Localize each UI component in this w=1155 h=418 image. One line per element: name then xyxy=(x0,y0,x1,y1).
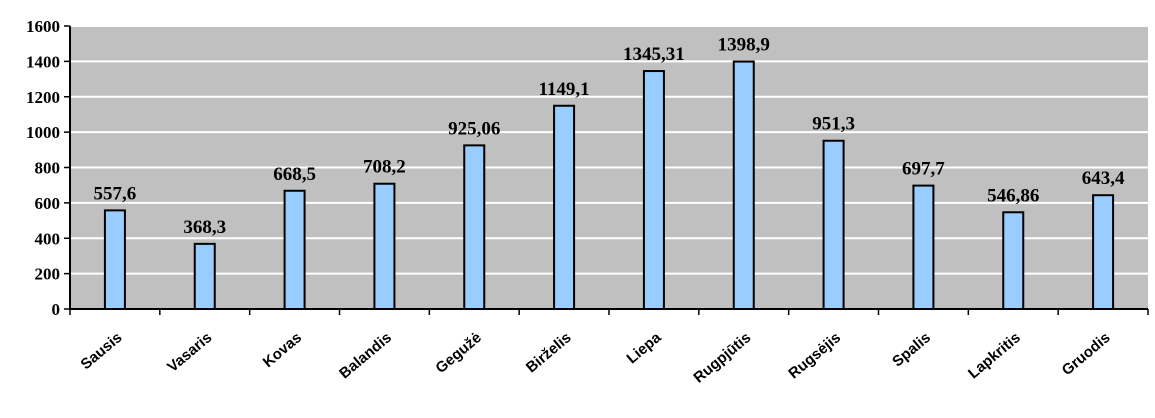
x-tick-label: Lapkritis xyxy=(965,329,1024,382)
bar-rugpjūtis xyxy=(732,60,755,310)
data-label: 697,7 xyxy=(902,159,945,180)
x-tick-label: Gegužė xyxy=(432,329,484,377)
bar-gegužė xyxy=(463,144,486,310)
bar-balandis xyxy=(373,182,396,310)
data-label: 546,86 xyxy=(987,185,1039,206)
data-label: 951,3 xyxy=(812,114,855,135)
data-label: 925,06 xyxy=(448,118,500,139)
data-label: 668,5 xyxy=(273,164,316,185)
data-label: 1149,1 xyxy=(538,79,589,100)
data-label: 557,6 xyxy=(94,183,137,204)
bar-vasaris xyxy=(193,242,216,310)
data-label: 643,4 xyxy=(1082,168,1125,189)
x-tick-label: Kovas xyxy=(260,329,305,371)
x-tick-label: Gruodis xyxy=(1059,329,1114,379)
y-tick-label: 1600 xyxy=(26,17,60,36)
bar-spalis xyxy=(912,184,935,310)
y-tick-label: 0 xyxy=(52,300,61,319)
bar-kovas xyxy=(283,189,306,310)
x-tick-label: Spalis xyxy=(889,329,934,370)
x-tick-label: Rugsėjis xyxy=(785,329,844,382)
x-tick-label: Liepa xyxy=(624,329,665,368)
bar-rugsėjis xyxy=(822,139,845,310)
data-label: 1398,9 xyxy=(718,35,770,56)
bar-birželis xyxy=(553,104,576,310)
bar-gruodis xyxy=(1092,194,1115,310)
data-label: 368,3 xyxy=(183,217,226,238)
y-tick-label: 1200 xyxy=(26,88,60,107)
y-tick-label: 600 xyxy=(35,194,61,213)
y-tick-label: 1400 xyxy=(26,52,60,71)
y-tick-label: 1000 xyxy=(26,123,60,142)
bar-liepa xyxy=(642,70,665,310)
x-tick-label: Vasaris xyxy=(164,329,215,376)
x-tick-label: Birželis xyxy=(523,329,575,376)
x-tick-label: Rugpjūtis xyxy=(690,329,754,386)
y-tick-label: 200 xyxy=(35,265,61,284)
bar-lapkritis xyxy=(1002,211,1025,310)
x-tick-label: Balandis xyxy=(336,329,395,382)
y-tick-label: 400 xyxy=(35,229,61,248)
x-tick-label: Sausis xyxy=(78,329,126,373)
bar-sausis xyxy=(103,209,126,310)
data-label: 1345,31 xyxy=(623,44,685,65)
y-tick-label: 800 xyxy=(35,159,61,178)
data-label: 708,2 xyxy=(363,157,406,178)
